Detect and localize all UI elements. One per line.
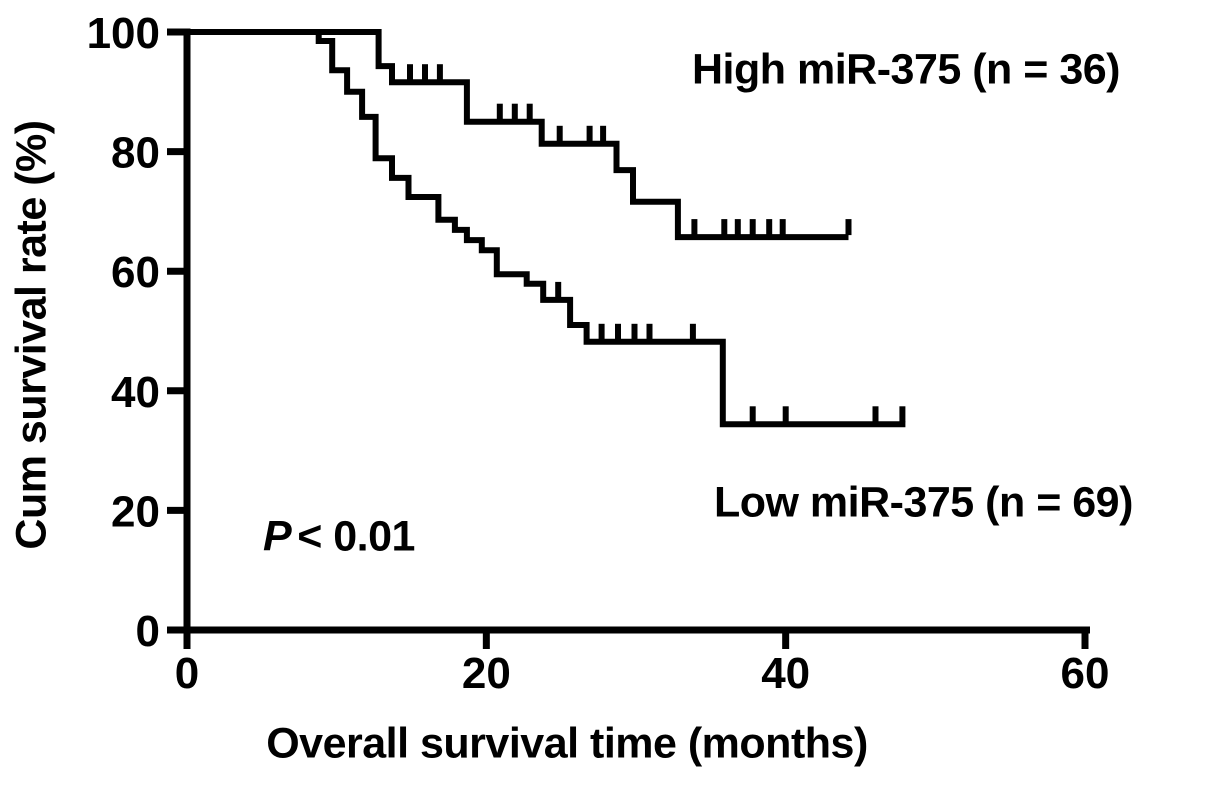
x-tick-label-20: 20: [462, 649, 511, 698]
y-tick-label-40: 40: [111, 368, 160, 417]
x-tick-label-40: 40: [761, 649, 810, 698]
survival-curve-high-mir375: [187, 29, 849, 241]
x-tick-label-0: 0: [175, 649, 199, 698]
series-label-high-mir375: High miR-375 (n = 36): [692, 45, 1120, 94]
survival-curve-low-mir375: [187, 29, 906, 428]
y-tick-label-0: 0: [136, 607, 160, 656]
y-tick-label-60: 60: [111, 248, 160, 297]
p-comparison: < 0.01: [297, 512, 415, 561]
y-axis-title: Cum survival rate (%): [7, 120, 56, 550]
x-tick-label-60: 60: [1061, 649, 1110, 698]
p-value-annotation: P < 0.01: [263, 513, 415, 562]
y-tick-label-100: 100: [87, 9, 160, 58]
y-tick-label-80: 80: [111, 129, 160, 178]
y-tick-label-20: 20: [111, 487, 160, 536]
x-axis-title: Overall survival time (months): [266, 719, 868, 768]
p-symbol: P: [263, 512, 292, 561]
series-label-low-mir375: Low miR-375 (n = 69): [714, 478, 1133, 527]
